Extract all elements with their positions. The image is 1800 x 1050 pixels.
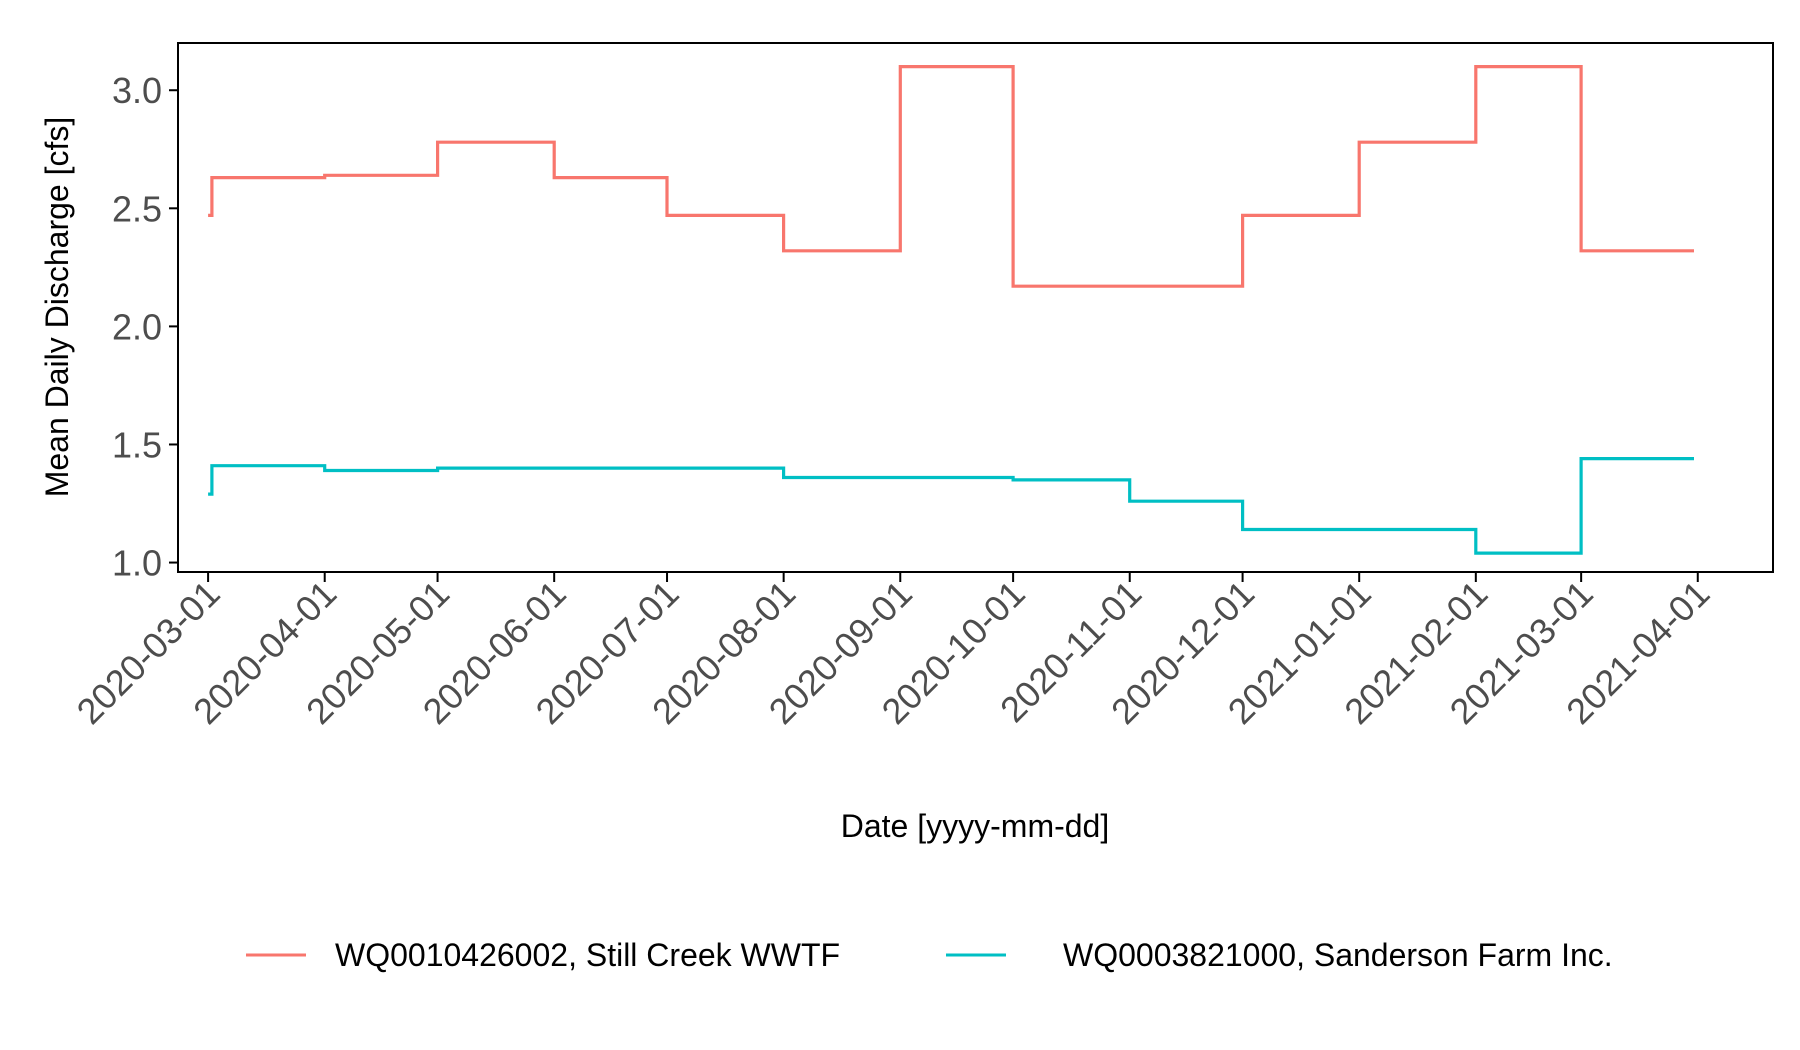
y-tick-label: 2.0 [112,306,162,347]
legend: WQ0010426002, Still Creek WWTF WQ0003821… [246,937,1613,973]
y-axis: 1.0 1.5 2.0 2.5 3.0 [112,70,178,584]
legend-label-sanderson-farm: WQ0003821000, Sanderson Farm Inc. [1063,937,1613,973]
series-line-1 [208,457,1694,555]
y-tick-label: 1.0 [112,543,162,584]
y-axis-title: Mean Daily Discharge [cfs] [39,117,75,498]
legend-label-still-creek: WQ0010426002, Still Creek WWTF [335,937,840,973]
x-axis-title: Date [yyyy-mm-dd] [841,808,1109,844]
series-layer [208,65,1694,555]
y-tick-label: 1.5 [112,424,162,465]
series-line-0 [208,65,1694,288]
y-tick-label: 2.5 [112,188,162,229]
y-tick-label: 3.0 [112,70,162,111]
plot-panel [177,42,1774,573]
x-axis: 2020-03-012020-04-012020-05-012020-06-01… [69,572,1717,732]
